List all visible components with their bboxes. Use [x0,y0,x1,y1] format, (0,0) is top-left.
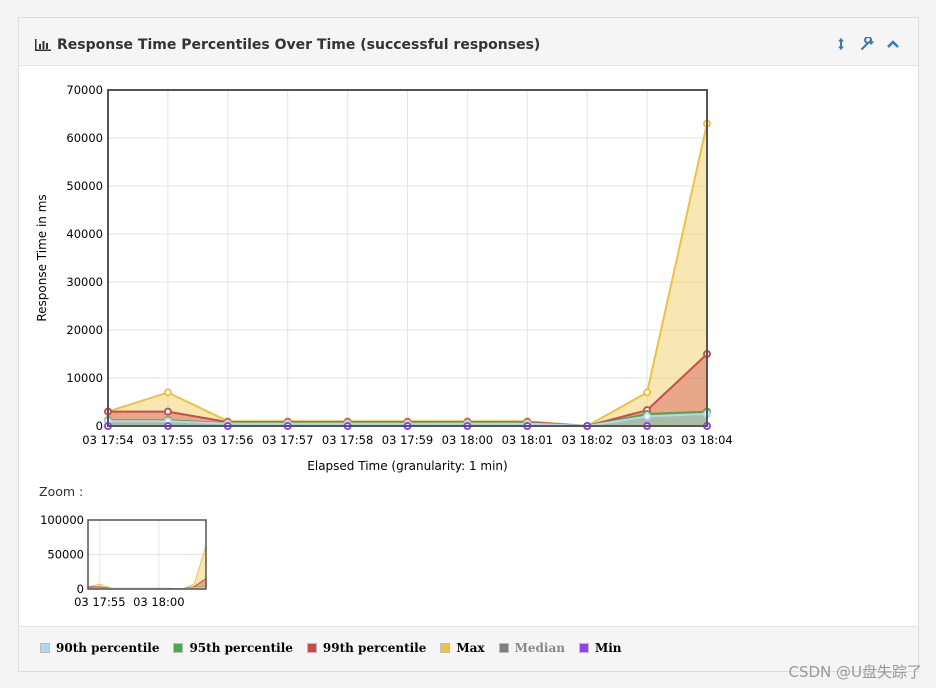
legend-swatch [578,643,589,653]
zoom-series-area [88,545,206,589]
chart-panel: Response Time Percentiles Over Time (suc… [18,17,919,672]
x-tick-label: 03 17:54 [82,433,133,447]
zoom-label: Zoom : [39,484,83,499]
zoom-series-line [87,545,207,590]
legend-label: 99th percentile [322,641,427,655]
y-tick-label: 60000 [66,131,103,145]
legend-bar: 90th percentile 95th percentile 99th perce… [19,626,918,671]
zoom-frame [87,519,207,590]
y-tick-label: 50000 [66,179,103,193]
legend-swatch [306,643,317,653]
chart-area: 0 10000 20000 30000 40000 50000 60000 70000 03 1… [35,83,733,609]
chevron-up-icon[interactable] [886,37,900,51]
x-tick-label: 03 18:02 [561,433,612,447]
legend-item-99th-percentile[interactable]: 99th percentile [306,641,427,655]
legend-swatch [440,643,451,653]
panel-title: Response Time Percentiles Over Time (suc… [57,37,541,53]
y-tick-label: 70000 [66,83,103,97]
x-tick-label: 03 17:59 [382,433,433,447]
y-tick-label: 40000 [66,227,103,241]
x-tick-label: 03 17:55 [142,433,193,447]
x-tick-label: 03 18:00 [442,433,493,447]
legend-label: Min [594,641,622,655]
y-tick-label: 10000 [66,371,103,385]
bar-chart-icon [35,39,51,51]
legend-label: Max [456,641,485,655]
legend-item-median[interactable]: Median [498,641,565,655]
x-axis-title: Elapsed Time (granularity: 1 min) [307,459,507,473]
zoom-x-tick-label: 03 17:55 [74,595,125,609]
zoom-series-line [88,578,207,590]
y-axis-title: Response Time in ms [35,194,49,321]
y-tick-label: 30000 [66,275,103,289]
legend-item-max[interactable]: Max [440,641,485,655]
legend-label: 95th percentile [189,641,293,655]
resize-icon[interactable] [834,37,848,51]
zoom-y-tick-label: 50000 [47,548,84,562]
chart-legend: 90th percentile 95th percentile 99th perce… [40,641,636,655]
plot-frame [107,89,708,427]
x-tick-label: 03 18:04 [681,433,732,447]
watermark: CSDN @U盘失踪了 [788,663,922,681]
data-point [163,407,172,416]
y-tick-label: 0 [96,419,103,433]
wrench-icon[interactable] [860,37,874,51]
x-tick-label: 03 17:57 [262,433,313,447]
x-tick-label: 03 18:03 [621,433,672,447]
y-tick-label: 20000 [66,323,103,337]
zoom-y-tick-label: 0 [77,582,84,596]
panel-tools [834,37,900,51]
x-tick-label: 03 17:58 [322,433,373,447]
legend-item-min[interactable]: Min [578,641,622,655]
zoom-y-tick-label: 100000 [40,513,84,527]
legend-label: 90th percentile [56,641,160,655]
x-tick-label: 03 18:01 [502,433,553,447]
legend-label: Median [514,641,565,655]
legend-swatch [498,643,509,653]
legend-item-90th-percentile[interactable]: 90th percentile [40,641,159,655]
legend-swatch [173,643,184,653]
x-tick-label: 03 17:56 [202,433,253,447]
data-point [643,388,652,397]
zoom-x-tick-label: 03 18:00 [133,595,184,609]
data-point [643,412,652,421]
data-point [163,388,172,397]
legend-swatch [40,643,50,653]
panel-heading: Response Time Percentiles Over Time (suc… [19,18,918,66]
legend-item-95th-percentile[interactable]: 95th percentile [173,641,293,655]
